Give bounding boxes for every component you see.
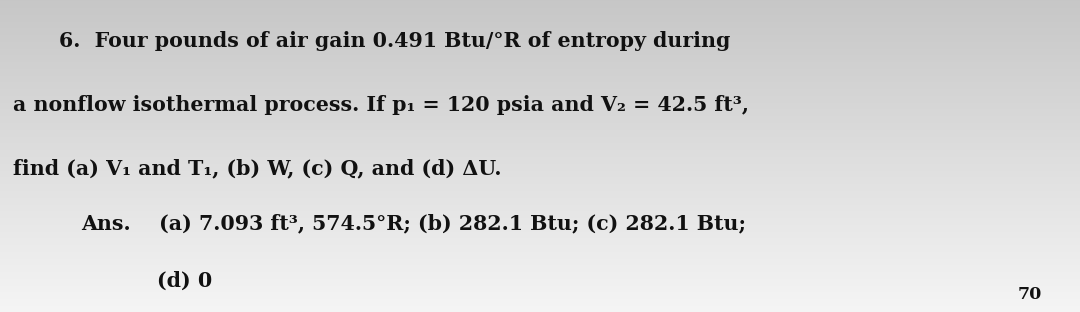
Text: a nonflow isothermal process. If p₁ = 120 psia and V₂ = 42.5 ft³,: a nonflow isothermal process. If p₁ = 12… [13,95,748,115]
Text: find (a) V₁ and T₁, (b) W, (c) Q, and (d) ΔU.: find (a) V₁ and T₁, (b) W, (c) Q, and (d… [13,158,501,178]
Text: Ans.    (a) 7.093 ft³, 574.5°R; (b) 282.1 Btu; (c) 282.1 Btu;: Ans. (a) 7.093 ft³, 574.5°R; (b) 282.1 B… [81,213,746,233]
Text: (d) 0: (d) 0 [157,271,212,291]
Text: 6.  Four pounds of air gain 0.491 Btu/°R of entropy during: 6. Four pounds of air gain 0.491 Btu/°R … [59,31,731,51]
Text: 70: 70 [1017,286,1042,303]
